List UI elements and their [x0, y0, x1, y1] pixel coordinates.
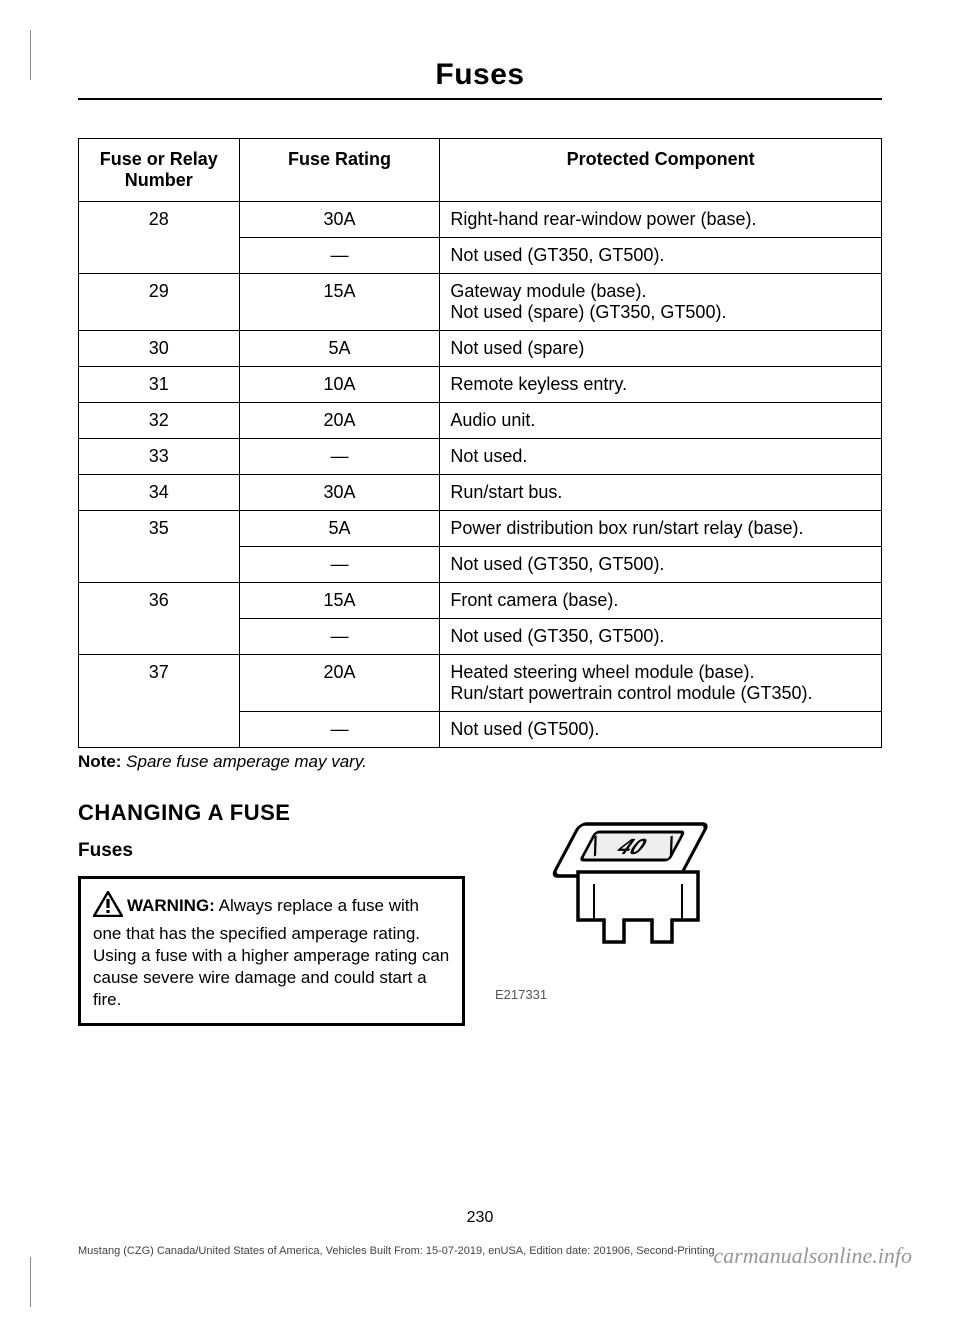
table-row: 33—Not used.: [79, 439, 882, 475]
cell-number: 28: [79, 202, 240, 274]
fuse-table: Fuse or Relay Number Fuse Rating Protect…: [78, 138, 882, 748]
figure-id: E217331: [495, 987, 882, 1002]
cell-rating: —: [239, 439, 440, 475]
cell-number: 33: [79, 439, 240, 475]
table-row: 305ANot used (spare): [79, 331, 882, 367]
cell-component: Not used.: [440, 439, 882, 475]
cell-rating: —: [239, 712, 440, 748]
cell-number: 35: [79, 511, 240, 583]
cell-rating: 30A: [239, 202, 440, 238]
cell-rating: 15A: [239, 583, 440, 619]
cell-rating: 5A: [239, 511, 440, 547]
note-label: Note:: [78, 752, 121, 771]
cell-rating: 20A: [239, 655, 440, 712]
fuse-svg: 40: [495, 804, 725, 974]
crop-mark: [30, 30, 58, 80]
table-row: 3720AHeated steering wheel module (base)…: [79, 655, 882, 712]
cell-rating: 10A: [239, 367, 440, 403]
warning-box: WARNING: Always replace a fuse with one …: [78, 876, 465, 1026]
cell-component: Right-hand rear-window power (base).: [440, 202, 882, 238]
table-row: 3615AFront camera (base).: [79, 583, 882, 619]
cell-component: Not used (GT350, GT500).: [440, 238, 882, 274]
cell-rating: 20A: [239, 403, 440, 439]
table-row: 2915AGateway module (base).Not used (spa…: [79, 274, 882, 331]
cell-number: 37: [79, 655, 240, 748]
cell-component: Front camera (base).: [440, 583, 882, 619]
table-row: 355APower distribution box run/start rel…: [79, 511, 882, 547]
table-row: 3220AAudio unit.: [79, 403, 882, 439]
title-row: Fuses: [78, 58, 882, 100]
cell-component: Audio unit.: [440, 403, 882, 439]
cell-rating: —: [239, 238, 440, 274]
page-title: Fuses: [78, 58, 882, 92]
cell-number: 34: [79, 475, 240, 511]
th-number: Fuse or Relay Number: [79, 139, 240, 202]
cell-number: 30: [79, 331, 240, 367]
sub-heading: Fuses: [78, 840, 465, 862]
warning-icon: [93, 891, 123, 923]
table-row: 2830ARight-hand rear-window power (base)…: [79, 202, 882, 238]
cell-rating: 30A: [239, 475, 440, 511]
page-number: 230: [78, 1209, 882, 1227]
cell-component: Heated steering wheel module (base).Run/…: [440, 655, 882, 712]
note-text: Spare fuse amperage may vary.: [121, 752, 366, 771]
table-row: 3110ARemote keyless entry.: [79, 367, 882, 403]
cell-component: Remote keyless entry.: [440, 367, 882, 403]
th-rating: Fuse Rating: [239, 139, 440, 202]
cell-component: Gateway module (base).Not used (spare) (…: [440, 274, 882, 331]
cell-number: 31: [79, 367, 240, 403]
cell-number: 36: [79, 583, 240, 655]
cell-rating: —: [239, 547, 440, 583]
fuse-figure: 40 E217331: [495, 804, 882, 1002]
lower-columns: CHANGING A FUSE Fuses WARNING: Always re…: [78, 800, 882, 1026]
footer-line: Mustang (CZG) Canada/United States of Am…: [78, 1245, 715, 1257]
cell-rating: —: [239, 619, 440, 655]
cell-rating: 5A: [239, 331, 440, 367]
page-content: Fuses Fuse or Relay Number Fuse Rating P…: [78, 40, 882, 1297]
right-column: 40 E217331: [495, 800, 882, 1026]
cell-component: Not used (spare): [440, 331, 882, 367]
cell-component: Not used (GT350, GT500).: [440, 547, 882, 583]
cell-component: Not used (GT350, GT500).: [440, 619, 882, 655]
cell-component: Power distribution box run/start relay (…: [440, 511, 882, 547]
section-heading: CHANGING A FUSE: [78, 800, 465, 826]
crop-mark: [30, 1257, 58, 1307]
cell-rating: 15A: [239, 274, 440, 331]
table-row: 3430ARun/start bus.: [79, 475, 882, 511]
cell-component: Not used (GT500).: [440, 712, 882, 748]
title-rule: [78, 98, 882, 100]
watermark: carmanualsonline.info: [713, 1243, 912, 1269]
cell-number: 29: [79, 274, 240, 331]
left-column: CHANGING A FUSE Fuses WARNING: Always re…: [78, 800, 465, 1026]
cell-number: 32: [79, 403, 240, 439]
cell-component: Run/start bus.: [440, 475, 882, 511]
warning-label: WARNING:: [127, 896, 215, 915]
th-component: Protected Component: [440, 139, 882, 202]
note-line: Note: Spare fuse amperage may vary.: [78, 752, 882, 772]
